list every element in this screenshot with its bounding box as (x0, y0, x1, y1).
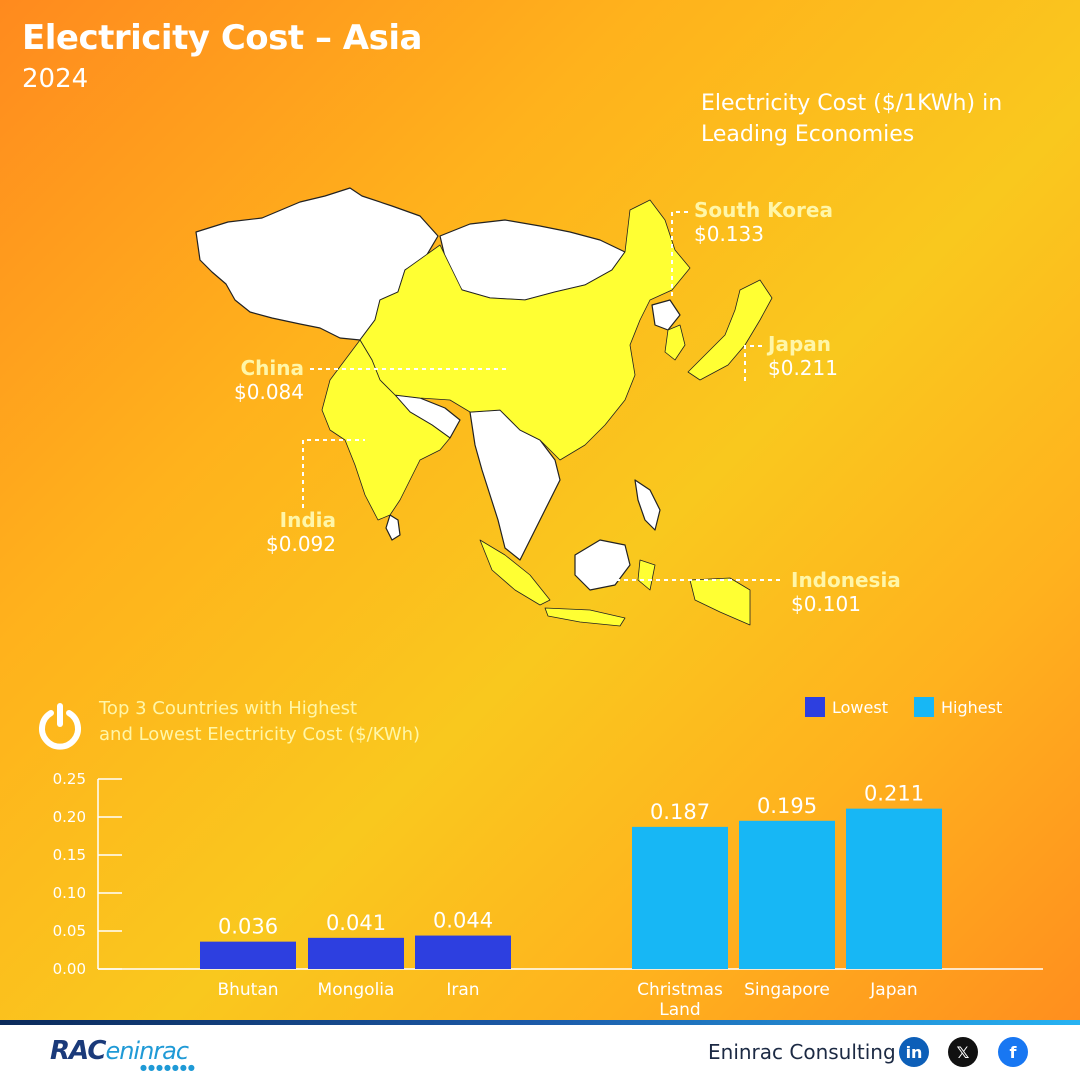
label-china-value: $0.084 (234, 380, 304, 404)
category-label: Christmas (637, 980, 723, 1000)
srilanka-region (385, 514, 401, 541)
label-india-name: India (279, 508, 336, 532)
india-region (321, 339, 451, 521)
brand-logo-dots: ●●●●●●● (140, 1063, 196, 1072)
chart-title-line2: and Lowest Electricity Cost ($/KWh) (99, 724, 421, 745)
bar (632, 826, 728, 969)
y-tick-label: 0.05 (53, 922, 86, 940)
label-japan-name: Japan (768, 332, 831, 356)
leader-india (302, 439, 365, 508)
power-icon (39, 703, 81, 750)
linkedin-icon[interactable]: in (899, 1037, 929, 1067)
indonesia-java-region (544, 607, 626, 627)
bar (200, 941, 296, 969)
map-title: Electricity Cost ($/1KWh) in Leading Eco… (701, 88, 1041, 150)
leader-south-korea (671, 211, 688, 300)
legend-highest-swatch (914, 697, 934, 717)
label-south-korea-value: $0.133 (694, 222, 764, 246)
legend-highest: Highest (914, 697, 1002, 717)
north-korea-region (651, 299, 681, 331)
x-icon[interactable]: 𝕏 (948, 1037, 978, 1067)
footer-accent-bar (0, 1020, 1080, 1025)
bar-data-label: 0.036 (218, 915, 278, 939)
company-name: Eninrac Consulting (708, 1040, 896, 1064)
label-south-korea: South Korea $0.133 (694, 198, 833, 246)
label-china-name: China (240, 356, 304, 380)
y-tick-label: 0.00 (53, 960, 86, 978)
asia-map (195, 187, 773, 627)
y-tick-label: 0.20 (53, 808, 86, 826)
indonesia-papua-region (689, 577, 751, 626)
philippines-region (634, 479, 661, 531)
label-south-korea-name: South Korea (694, 198, 833, 222)
leader-japan (744, 345, 762, 382)
indonesia-sumatra-region (479, 539, 551, 606)
y-tick-label: 0.15 (53, 846, 86, 864)
bar (308, 937, 404, 969)
page-year: 2024 (22, 64, 89, 94)
label-indonesia-name: Indonesia (791, 568, 901, 592)
bar (739, 820, 835, 969)
label-india: India $0.092 (230, 508, 336, 556)
south-korea-region (664, 324, 686, 361)
bar-data-label: 0.187 (650, 800, 710, 824)
map-title-line2: Leading Economies (701, 122, 915, 147)
y-tick-label: 0.10 (53, 884, 86, 902)
map-title-line1: Electricity Cost ($/1KWh) in (701, 91, 1003, 116)
bar-data-label: 0.211 (864, 782, 924, 806)
brand-logo[interactable]: RACeninrac ●●●●●●● (50, 1036, 195, 1072)
chart-title: Top 3 Countries with Highest and Lowest … (99, 696, 479, 748)
label-japan-value: $0.211 (768, 356, 838, 380)
brand-logo-mark: RAC (50, 1036, 106, 1066)
borneo-region (574, 539, 631, 591)
bar-data-label: 0.044 (433, 909, 493, 933)
bar (415, 935, 511, 969)
category-label: Land (659, 1000, 700, 1020)
legend-lowest-label: Lowest (832, 697, 888, 717)
category-label: Iran (446, 980, 479, 1000)
label-indonesia-value: $0.101 (791, 592, 861, 616)
legend-highest-label: Highest (941, 697, 1003, 717)
bar-chart: 0.00 0.05 0.10 0.15 0.20 0.25 0.036 Bhutan 0.041… (53, 770, 942, 1020)
y-tick-label: 0.25 (53, 770, 86, 788)
bar-data-label: 0.041 (326, 911, 386, 935)
label-japan: Japan $0.211 (768, 332, 838, 380)
japan-region (687, 279, 773, 381)
bar (846, 808, 942, 969)
category-label: Mongolia (318, 980, 395, 1000)
category-label: Bhutan (217, 980, 278, 1000)
facebook-icon[interactable]: f (998, 1037, 1028, 1067)
chart-title-line1: Top 3 Countries with Highest (99, 698, 358, 719)
category-label: Singapore (744, 980, 830, 1000)
category-label: Japan (869, 980, 917, 1000)
indonesia-sulawesi-region (637, 559, 656, 591)
label-indonesia: Indonesia $0.101 (791, 568, 901, 616)
brand-logo-text: eninrac (105, 1037, 189, 1065)
legend-lowest-swatch (805, 697, 825, 717)
page-title: Electricity Cost – Asia (22, 18, 422, 58)
label-india-value: $0.092 (266, 532, 336, 556)
legend-lowest: Lowest (805, 697, 888, 717)
bar-data-label: 0.195 (757, 794, 817, 818)
label-china: China $0.084 (200, 356, 304, 404)
